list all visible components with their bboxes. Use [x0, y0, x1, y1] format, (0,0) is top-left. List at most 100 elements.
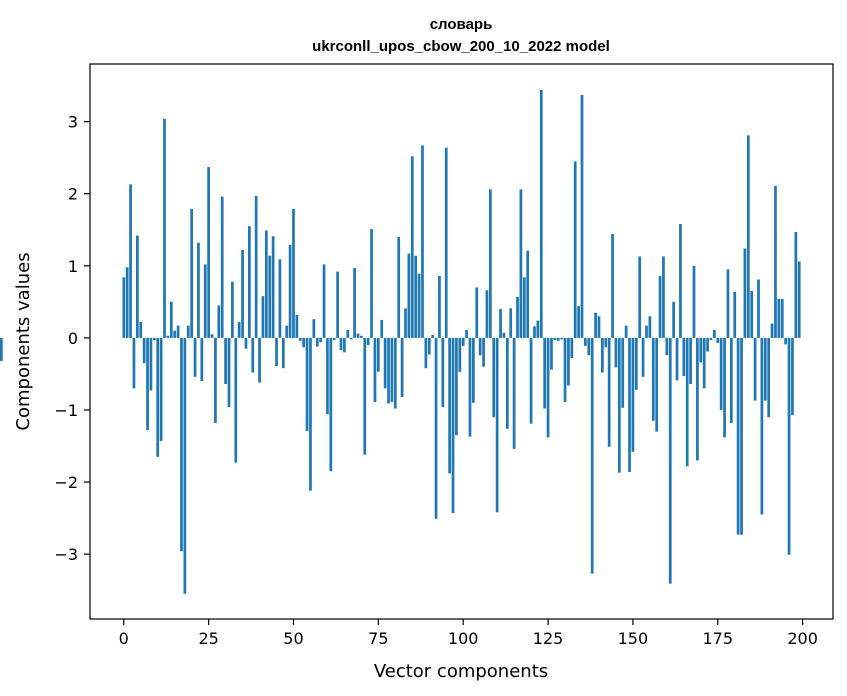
bar-39 [254, 195, 258, 338]
bar-22 [197, 242, 200, 338]
bar-43 [268, 255, 272, 338]
bar-84 [407, 253, 411, 338]
bar-75 [376, 337, 380, 372]
bar-69 [356, 333, 360, 338]
bar-193 [777, 298, 781, 338]
bar-89 [424, 337, 428, 369]
bar-106 [482, 337, 485, 367]
bar-88 [421, 145, 424, 338]
bar-170 [699, 337, 703, 363]
bars-group [0, 89, 801, 594]
bar-12 [163, 118, 166, 338]
bar-48 [285, 325, 289, 338]
bar-168 [692, 265, 696, 338]
bar-149 [628, 337, 631, 472]
bar-83 [404, 308, 407, 338]
bar-77 [383, 337, 387, 389]
bar-124 [543, 337, 547, 409]
bar-134 [577, 306, 580, 338]
bar-10 [156, 337, 160, 457]
bar-40 [258, 337, 261, 383]
bar-142 [604, 337, 608, 348]
bar-158 [658, 275, 662, 338]
bar-126 [550, 337, 553, 370]
bar-189 [763, 337, 767, 401]
bar-3 [132, 337, 136, 389]
bar-185 [750, 291, 754, 338]
bar-27 [214, 337, 217, 423]
bar-57 [315, 337, 319, 347]
bar-20 [190, 208, 194, 338]
bar-1 [125, 267, 129, 338]
bar-51 [295, 314, 299, 338]
bar-59 [322, 264, 326, 338]
bar-81 [397, 236, 401, 338]
bar-46 [278, 259, 282, 338]
bar-192 [774, 185, 777, 338]
bar-186 [753, 337, 757, 401]
bar-62 [332, 337, 336, 341]
bar-153 [641, 337, 645, 377]
bar-122 [536, 320, 540, 338]
bar-184 [746, 135, 750, 338]
bar-169 [696, 337, 699, 461]
bar-91 [431, 335, 435, 338]
bar-166 [685, 337, 689, 467]
bar-64 [339, 337, 343, 351]
bar-24 [203, 264, 207, 338]
bar-175 [716, 337, 720, 343]
bar-199 [797, 261, 801, 338]
bar-145 [614, 337, 618, 368]
chart-title-line2: ukrconll_upos_cbow_200_10_2022 model [312, 38, 610, 55]
bar-21 [193, 337, 197, 377]
bar-163 [675, 337, 679, 381]
bar-32 [231, 281, 234, 338]
bar-151 [634, 337, 638, 390]
bar-99 [458, 337, 462, 372]
bar-94 [441, 337, 445, 408]
bar-139 [594, 312, 597, 338]
bar-161 [668, 337, 672, 584]
bar-195 [784, 337, 788, 345]
bar-108 [488, 189, 492, 338]
y-tick-label: 2 [68, 185, 78, 204]
x-tick-label: 150 [618, 629, 649, 648]
bar-110 [495, 337, 499, 513]
bar-141 [601, 337, 604, 373]
bar-125 [546, 337, 550, 438]
bar-92 [434, 337, 438, 519]
bar-5 [139, 322, 143, 338]
bar-23 [200, 337, 204, 382]
bar-109 [492, 337, 496, 418]
bar-150 [631, 337, 635, 452]
bar-52 [298, 337, 302, 341]
bar-26 [210, 334, 214, 338]
bar-34 [237, 322, 241, 338]
bar-123 [539, 89, 543, 338]
bar-14 [169, 301, 173, 338]
bar-50 [292, 208, 295, 338]
bar-121 [533, 326, 536, 338]
x-tick-label: 50 [283, 629, 303, 648]
bar-70 [360, 335, 363, 338]
y-tick-label: −1 [54, 401, 78, 420]
bar-101 [465, 329, 468, 338]
x-tick-label: 75 [368, 629, 388, 648]
bar-13 [166, 335, 170, 338]
bar-156 [651, 337, 655, 421]
chart-title-line1: словарь [430, 16, 493, 33]
x-tick-label: 100 [448, 629, 479, 648]
y-tick-label: 3 [68, 113, 78, 132]
y-tick-label: −2 [54, 473, 78, 492]
bar-128 [556, 337, 560, 341]
bar-117 [519, 189, 523, 338]
bar-97 [451, 337, 455, 514]
bar-152 [638, 256, 642, 338]
bar-167 [689, 337, 692, 385]
bar-187 [757, 279, 760, 338]
bar-179 [729, 337, 733, 423]
bar-127 [553, 337, 557, 341]
bar-28 [217, 305, 221, 338]
bar-95 [444, 147, 448, 338]
bar-71 [363, 337, 367, 455]
